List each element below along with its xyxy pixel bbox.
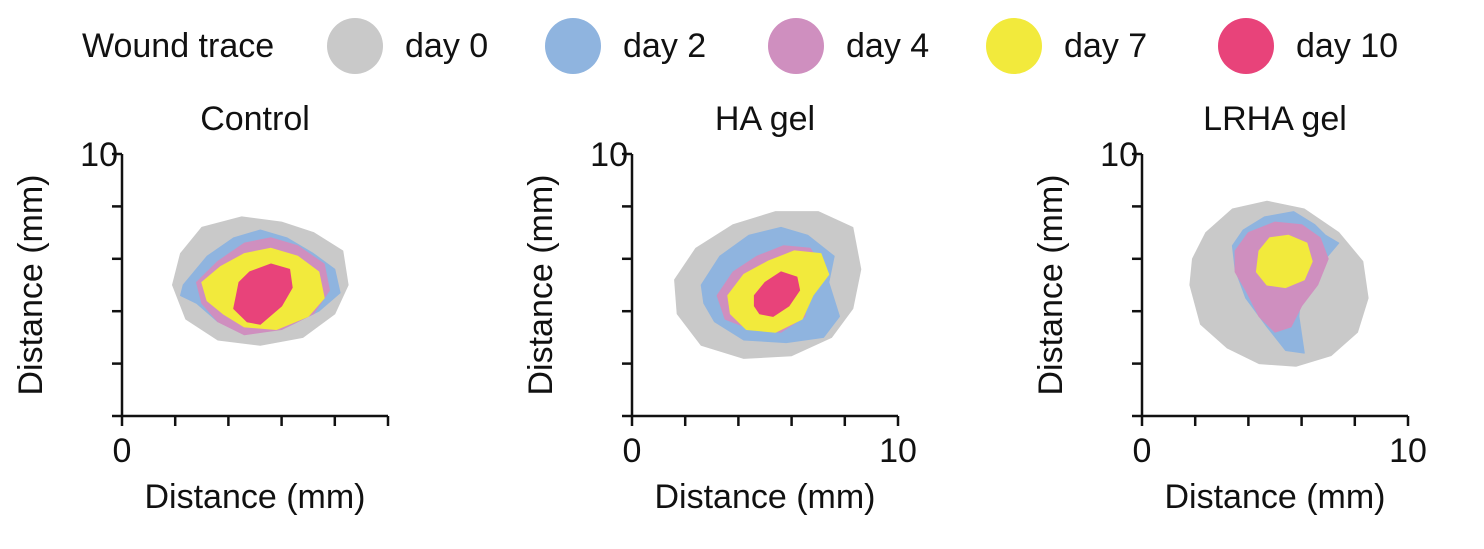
chart-title: LRHA gel [1203, 100, 1347, 138]
chart-panel-control: Control 0 10 Distance (mm) Distance (mm) [0, 92, 500, 544]
legend-swatch [545, 18, 601, 74]
legend-label: day 7 [1064, 27, 1148, 65]
legend: Wound trace day 0 day 2 day 4 day 7 day 10 [0, 0, 1484, 92]
x-tick-label: 10 [1389, 432, 1427, 470]
wound-trace-day-10 [233, 263, 293, 325]
wound-trace-day-10 [753, 271, 801, 317]
y-axis-label: Distance (mm) [12, 174, 50, 395]
chart-control: Control 0 10 Distance (mm) Distance (mm) [12, 100, 390, 516]
x-tick-label: 10 [879, 432, 917, 470]
legend-label: day 10 [1296, 27, 1399, 65]
legend-label: day 0 [405, 27, 489, 65]
x-tick-label: 0 [1133, 432, 1152, 470]
y-axis-label: Distance (mm) [1032, 174, 1070, 395]
wound-trace-day-7 [1255, 234, 1313, 289]
x-axis-label: Distance (mm) [1164, 478, 1385, 516]
x-axis-label: Distance (mm) [144, 478, 365, 516]
legend-swatch [327, 18, 383, 74]
chart-title: Control [200, 100, 310, 138]
legend-swatch [768, 18, 824, 74]
x-axis-label: Distance (mm) [654, 478, 875, 516]
y-tick-label: 10 [590, 136, 628, 174]
legend-swatch [986, 18, 1042, 74]
chart-panel-ha-gel: HA gel 0 10 10 Distance (mm) Distance (mm) [510, 92, 1010, 544]
x-tick-label: 0 [623, 432, 642, 470]
y-tick-label: 10 [1100, 136, 1138, 174]
legend-label: day 4 [846, 27, 930, 65]
y-tick-label: 10 [80, 136, 118, 174]
x-tick-label: 0 [113, 432, 132, 470]
legend-title: Wound trace [82, 27, 275, 65]
chart-title: HA gel [715, 100, 815, 138]
y-axis-label: Distance (mm) [522, 174, 560, 395]
chart-panel-lrha-gel: LRHA gel 0 10 10 Distance (mm) Distance (mm) [1020, 92, 1484, 544]
legend-label: day 2 [623, 27, 707, 65]
legend-swatch [1218, 18, 1274, 74]
